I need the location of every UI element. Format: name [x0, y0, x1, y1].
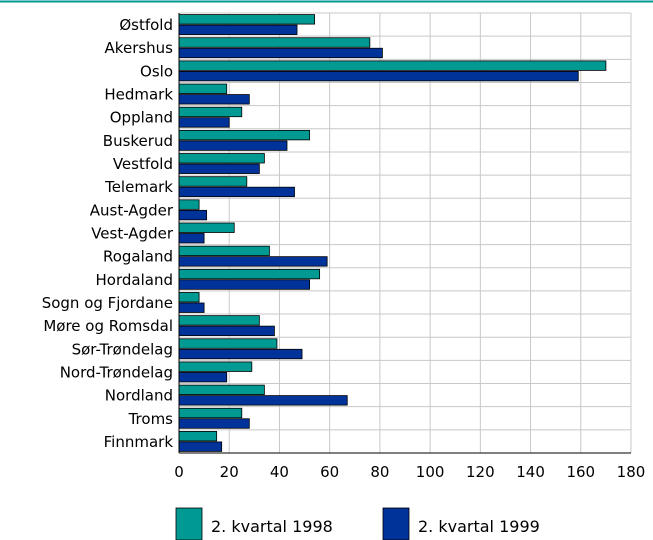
category-label: Hedmark — [104, 86, 173, 104]
legend-swatch — [382, 507, 410, 540]
bar-1998 — [178, 199, 200, 210]
category-label: Vest-Agder — [91, 225, 174, 243]
bar-1999 — [178, 441, 223, 452]
grid-layer — [179, 12, 632, 453]
legend-swatch — [175, 507, 203, 540]
bar-1999 — [178, 256, 328, 267]
x-tick-label: 80 — [370, 463, 389, 481]
bars-layer — [178, 14, 607, 452]
bar-1998 — [178, 361, 253, 372]
category-label: Vestfold — [113, 155, 173, 173]
category-label: Sør-Trøndelag — [72, 340, 173, 358]
category-label: Nord-Trøndelag — [60, 363, 173, 381]
bar-1998 — [178, 268, 321, 280]
bar-1998 — [178, 129, 310, 141]
bar-1998 — [178, 292, 200, 303]
legend-label: 2. kvartal 1998 — [211, 517, 333, 536]
bar-1999 — [178, 418, 250, 429]
category-label: Akershus — [105, 39, 174, 57]
bar-1999 — [178, 279, 310, 290]
x-tick-label: 40 — [270, 463, 289, 481]
bar-1999 — [178, 325, 275, 337]
bar-1999 — [178, 47, 383, 59]
bar-1998 — [178, 245, 270, 257]
category-label: Oppland — [110, 109, 173, 127]
category-label: Buskerud — [103, 132, 173, 150]
bar-1998 — [178, 60, 607, 71]
x-tick-label: 0 — [174, 463, 184, 481]
bar-1999 — [178, 24, 298, 35]
bar-1998 — [178, 106, 243, 118]
legend-label: 2. kvartal 1999 — [418, 517, 540, 536]
bar-1999 — [178, 70, 579, 82]
bar-1998 — [178, 176, 248, 187]
category-labels: Østfold Akershus Oslo Hedmark Oppland Buskeru… — [42, 16, 174, 451]
bar-1998 — [178, 37, 371, 48]
bar-1999 — [178, 117, 230, 128]
bar-1998 — [178, 315, 260, 326]
bar-1999 — [178, 395, 348, 406]
category-label: Rogaland — [103, 248, 173, 266]
category-label: Troms — [128, 410, 174, 428]
bar-1998 — [178, 14, 316, 25]
bar-1998 — [178, 83, 228, 94]
bar-1999 — [178, 348, 303, 360]
bar-1998 — [178, 153, 265, 164]
category-label: Nordland — [105, 387, 173, 405]
x-tick-label: 100 — [416, 463, 445, 481]
bar-1998 — [178, 431, 218, 442]
category-label: Sogn og Fjordane — [42, 294, 173, 312]
x-tick-label: 60 — [320, 463, 339, 481]
bar-1999 — [178, 163, 260, 174]
x-tick-label: 160 — [566, 463, 595, 481]
category-label: Møre og Romsdal — [43, 317, 173, 335]
category-label: Finnmark — [104, 433, 174, 451]
bar-1999 — [178, 186, 295, 198]
category-label: Oslo — [140, 62, 173, 80]
bar-1999 — [178, 94, 250, 105]
axes — [178, 13, 631, 454]
category-label: Telemark — [104, 178, 173, 196]
x-tick-label: 20 — [220, 463, 239, 481]
legend: 2. kvartal 1998 2. kvartal 1999 — [175, 507, 540, 540]
bar-1999 — [178, 233, 205, 244]
bar-1999 — [178, 302, 205, 313]
category-label: Hordaland — [96, 271, 173, 289]
bar-1999 — [178, 209, 208, 221]
x-tick-label: 140 — [516, 463, 545, 481]
bar-1998 — [178, 407, 243, 419]
category-label: Østfold — [119, 16, 173, 34]
x-tick-label: 180 — [617, 463, 646, 481]
bar-1999 — [178, 140, 288, 151]
x-tick-labels: 0 20 40 60 80 100 120 140 160 180 — [174, 463, 645, 481]
category-label: Aust-Agder — [90, 201, 174, 219]
bar-1998 — [178, 338, 278, 349]
x-tick-label: 120 — [466, 463, 495, 481]
bar-1999 — [178, 372, 228, 383]
bar-1998 — [178, 384, 265, 396]
bar-1998 — [178, 222, 235, 233]
